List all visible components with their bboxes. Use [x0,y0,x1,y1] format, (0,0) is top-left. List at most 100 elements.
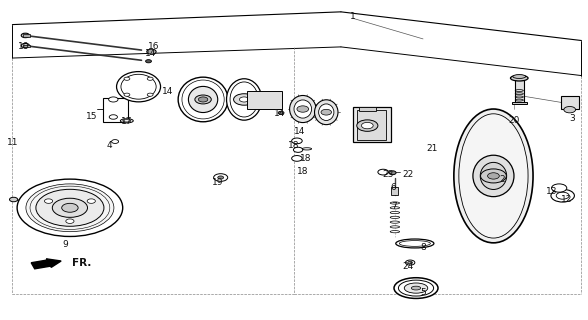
Ellipse shape [294,100,312,118]
Text: 23: 23 [382,170,393,179]
Ellipse shape [123,120,131,122]
Text: 22: 22 [403,170,414,179]
Circle shape [87,199,95,203]
Circle shape [52,198,88,217]
Ellipse shape [473,155,514,197]
Circle shape [21,44,29,48]
Text: 6: 6 [391,183,396,192]
Text: 18: 18 [300,154,312,163]
Circle shape [218,176,223,179]
Ellipse shape [226,79,262,120]
Circle shape [362,123,373,129]
Circle shape [36,189,104,226]
Bar [353,108,391,142]
Circle shape [292,156,302,161]
Circle shape [198,97,208,102]
Ellipse shape [510,75,528,81]
Circle shape [62,203,78,212]
Text: 4: 4 [106,141,112,150]
Text: 14: 14 [145,49,156,58]
Circle shape [378,169,389,175]
Text: 10: 10 [18,42,30,52]
Circle shape [17,179,123,236]
Ellipse shape [178,77,228,122]
Circle shape [480,169,506,183]
Ellipse shape [230,82,258,117]
Bar [514,80,524,103]
Ellipse shape [405,283,427,293]
Ellipse shape [319,104,334,121]
Circle shape [147,77,153,80]
Bar [247,92,282,109]
Text: 17: 17 [121,117,132,126]
Text: 14: 14 [273,109,285,118]
Circle shape [213,174,228,181]
FancyArrow shape [31,259,61,269]
Circle shape [109,97,118,102]
Ellipse shape [480,162,507,189]
Circle shape [21,33,29,38]
Circle shape [321,109,332,115]
Ellipse shape [390,216,400,219]
Circle shape [278,111,284,115]
Ellipse shape [412,286,420,290]
Circle shape [26,184,114,232]
Text: 18: 18 [288,141,300,150]
Ellipse shape [399,241,430,246]
Ellipse shape [302,148,312,150]
Text: 5: 5 [420,288,426,297]
Text: 2: 2 [499,175,505,184]
Ellipse shape [390,221,400,223]
Circle shape [109,115,118,119]
Circle shape [233,94,255,105]
Circle shape [408,261,413,264]
Ellipse shape [116,72,161,102]
Ellipse shape [394,278,438,299]
Text: 13: 13 [546,188,558,196]
Ellipse shape [315,100,338,124]
Ellipse shape [390,207,400,209]
Circle shape [146,60,152,63]
Ellipse shape [121,74,156,99]
Text: 24: 24 [403,262,414,271]
Circle shape [124,77,130,80]
Ellipse shape [290,95,316,123]
Bar [512,102,527,104]
Circle shape [487,173,499,179]
Text: 15: 15 [86,113,98,122]
Text: 12: 12 [561,195,573,204]
Circle shape [357,120,378,131]
Circle shape [124,93,130,96]
Text: 1: 1 [350,12,356,21]
Text: 14: 14 [294,127,306,136]
Text: 19: 19 [212,178,223,187]
Ellipse shape [182,80,224,119]
Circle shape [552,184,567,192]
Ellipse shape [188,86,218,113]
Circle shape [297,106,309,112]
Circle shape [9,197,18,202]
Circle shape [147,49,156,54]
Ellipse shape [454,109,533,243]
Ellipse shape [396,239,434,248]
Circle shape [66,219,74,223]
Text: 3: 3 [570,114,576,123]
Text: 21: 21 [426,144,437,153]
Circle shape [564,107,576,113]
Bar [103,98,128,122]
Bar [359,107,376,111]
Circle shape [112,140,119,143]
Bar [357,110,386,140]
Circle shape [45,199,53,203]
Text: 11: 11 [6,138,18,147]
Circle shape [406,260,415,265]
Text: 8: 8 [420,243,426,252]
Text: 7: 7 [391,202,396,211]
Ellipse shape [390,212,400,214]
Bar [392,187,399,195]
Ellipse shape [399,280,433,296]
Bar [561,96,579,109]
Text: 20: 20 [508,116,520,125]
Ellipse shape [390,202,400,204]
Circle shape [551,189,574,202]
